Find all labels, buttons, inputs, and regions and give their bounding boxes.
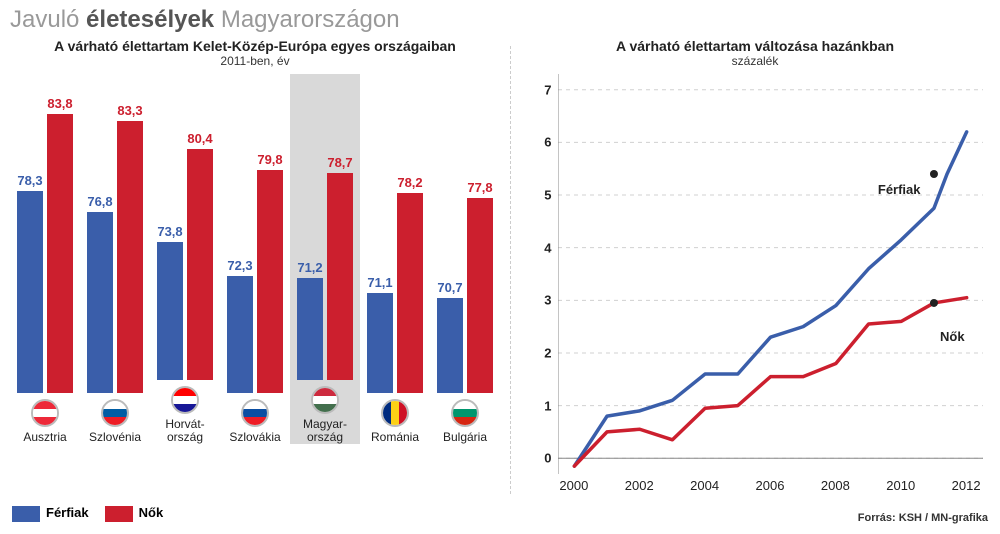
y-tick-label: 3 xyxy=(544,293,551,308)
country-group: 76,883,3Szlovénia xyxy=(80,83,150,444)
country-label: Magyar-ország xyxy=(290,418,360,444)
x-tick-label: 2010 xyxy=(886,478,915,493)
country-group: 78,383,8Ausztria xyxy=(10,83,80,444)
bar-male-value: 76,8 xyxy=(87,194,113,209)
country-group: 71,178,2Románia xyxy=(360,83,430,444)
y-tick-label: 1 xyxy=(544,398,551,413)
legend-male: Férfiak xyxy=(12,505,89,522)
bar-female: 77,8 xyxy=(467,198,493,392)
legend-male-label: Férfiak xyxy=(46,505,89,520)
bar-male-value: 71,1 xyxy=(367,275,393,290)
bar-male-value: 70,7 xyxy=(437,280,463,295)
line-chart-svg xyxy=(558,74,983,474)
y-tick-label: 2 xyxy=(544,345,551,360)
series-label: Nők xyxy=(940,329,965,344)
bar-chart-title: A várható élettartam Kelet-Közép-Európa … xyxy=(10,38,500,54)
bar-female: 80,4 xyxy=(187,149,213,380)
bar-female-value: 78,7 xyxy=(327,155,353,170)
country-group: 71,278,7Magyar-ország xyxy=(290,70,360,444)
bar-female: 78,2 xyxy=(397,193,423,393)
bar-male-value: 73,8 xyxy=(157,224,183,239)
bar-female-value: 83,8 xyxy=(47,96,73,111)
line-chart-panel: A várható élettartam változása hazánkban… xyxy=(510,36,1000,534)
country-group: 73,880,4Horvát-ország xyxy=(150,70,220,444)
bar-female: 79,8 xyxy=(257,170,283,393)
bar-chart-subtitle: 2011-ben, év xyxy=(10,54,500,68)
bar-chart-panel: A várható élettartam Kelet-Közép-Európa … xyxy=(0,36,510,534)
title-bold: életesélyek xyxy=(86,6,214,33)
flag-icon xyxy=(381,399,409,427)
flag-icon xyxy=(311,386,339,414)
line-x-axis: 2000 2002 2004 2006 2008 2010 2012 xyxy=(558,478,983,498)
flag-icon xyxy=(241,399,269,427)
y-tick-label: 6 xyxy=(544,135,551,150)
bar-female-value: 80,4 xyxy=(187,131,213,146)
legend-female-label: Nők xyxy=(139,505,164,520)
x-tick-label: 2008 xyxy=(821,478,850,493)
y-tick-label: 5 xyxy=(544,188,551,203)
bar-male: 71,2 xyxy=(297,278,323,379)
bar-male: 73,8 xyxy=(157,242,183,380)
line-chart-area: 0 1 2 3 4 5 6 7 2000 2002 2004 2006 2008 2010 2012 Fé… xyxy=(528,74,983,504)
y-tick-label: 4 xyxy=(544,240,551,255)
country-label: Szlovénia xyxy=(80,431,150,444)
flag-icon xyxy=(451,399,479,427)
legend-female: Nők xyxy=(105,505,164,522)
y-tick-label: 0 xyxy=(544,451,551,466)
bar-male-value: 71,2 xyxy=(297,260,323,275)
x-tick-label: 2004 xyxy=(690,478,719,493)
bar-male-value: 72,3 xyxy=(227,258,253,273)
legend-swatch-male-icon xyxy=(12,506,40,522)
bar-female: 83,8 xyxy=(47,114,73,393)
x-tick-label: 2000 xyxy=(559,478,588,493)
legend-swatch-female-icon xyxy=(105,506,133,522)
bar-male: 70,7 xyxy=(437,298,463,392)
country-label: Románia xyxy=(360,431,430,444)
country-group: 70,777,8Bulgária xyxy=(430,83,500,444)
flag-icon xyxy=(31,399,59,427)
bar-female-value: 79,8 xyxy=(257,152,283,167)
country-label: Bulgária xyxy=(430,431,500,444)
bar-female-value: 83,3 xyxy=(117,103,143,118)
source-attribution: Forrás: KSH / MN-grafika xyxy=(858,512,988,524)
country-label: Ausztria xyxy=(10,431,80,444)
line-y-axis: 0 1 2 3 4 5 6 7 xyxy=(528,74,554,474)
x-tick-label: 2006 xyxy=(756,478,785,493)
country-label: Szlovákia xyxy=(220,431,290,444)
y-tick-label: 7 xyxy=(544,82,551,97)
country-group: 72,379,8Szlovákia xyxy=(220,83,290,444)
country-label: Horvát-ország xyxy=(150,418,220,444)
bar-male: 71,1 xyxy=(367,293,393,393)
bar-female: 78,7 xyxy=(327,173,353,380)
bar-male: 76,8 xyxy=(87,212,113,392)
bar-chart-legend: Férfiak Nők xyxy=(12,505,163,522)
title-prefix: Javuló xyxy=(10,6,86,33)
series-label: Férfiak xyxy=(878,182,921,197)
bar-male: 72,3 xyxy=(227,276,253,393)
bar-male: 78,3 xyxy=(17,191,43,393)
line-chart-title: A várható élettartam változása hazánkban xyxy=(520,38,990,54)
title-suffix: Magyarországon xyxy=(214,6,399,33)
bar-male-value: 78,3 xyxy=(17,173,43,188)
bar-female-value: 77,8 xyxy=(467,180,493,195)
bar-female-value: 78,2 xyxy=(397,175,423,190)
flag-icon xyxy=(171,386,199,414)
page-title: Javuló életesélyek Magyarországon xyxy=(0,0,1000,34)
x-tick-label: 2012 xyxy=(952,478,981,493)
x-tick-label: 2002 xyxy=(625,478,654,493)
bar-female: 83,3 xyxy=(117,121,143,393)
flag-icon xyxy=(101,399,129,427)
line-chart-subtitle: százalék xyxy=(520,54,990,68)
bar-chart-area: 78,383,8Ausztria76,883,3Szlovénia73,880,… xyxy=(10,74,500,444)
